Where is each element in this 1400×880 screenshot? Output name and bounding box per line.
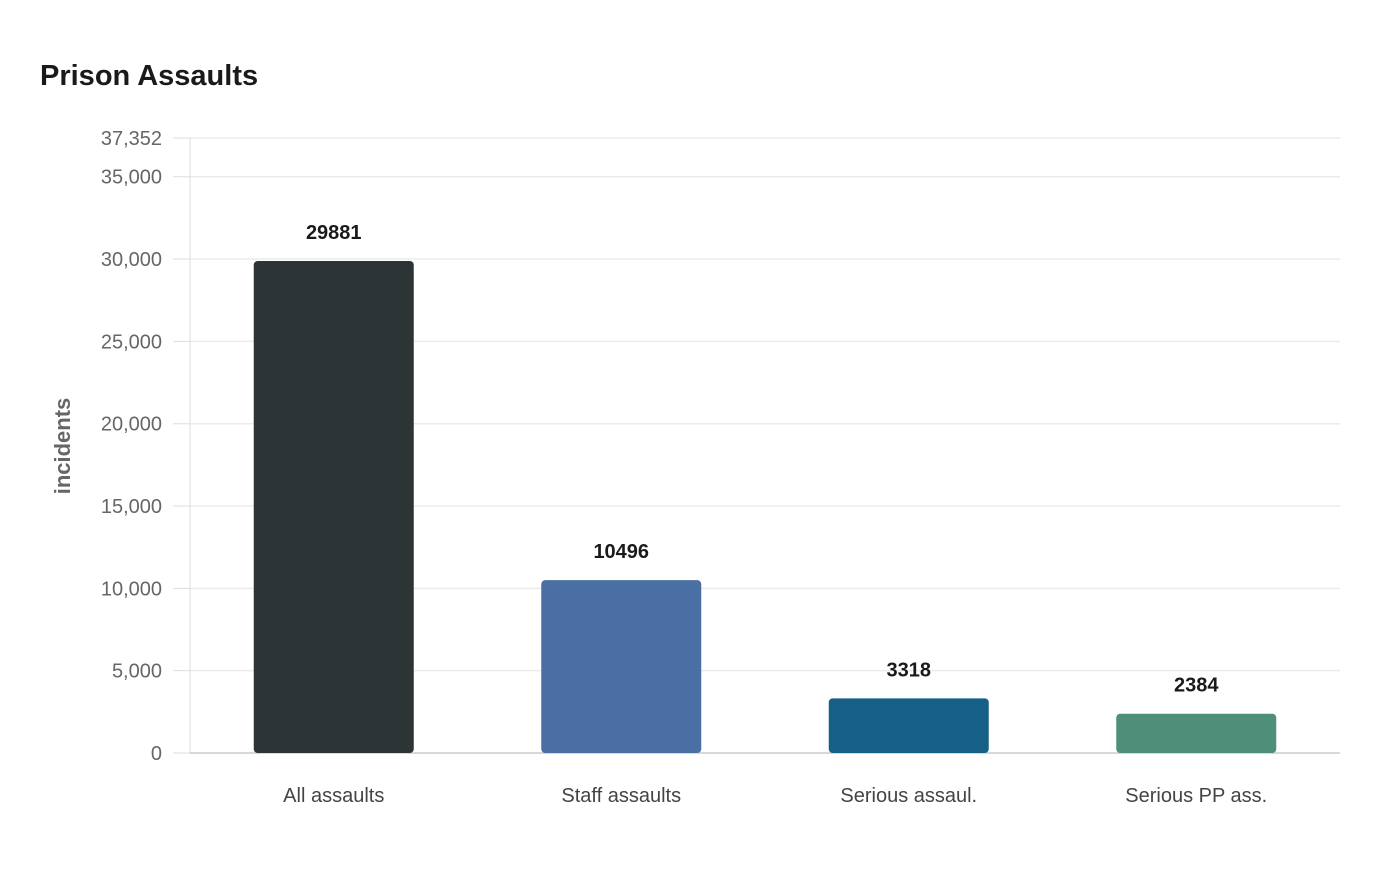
x-tick-label: All assaults — [283, 785, 384, 807]
data-label: 2384 — [1174, 675, 1219, 697]
y-tick-label: 30,000 — [101, 249, 162, 271]
y-tick-label: 5,000 — [112, 661, 162, 683]
x-tick-label: Serious PP ass. — [1125, 785, 1267, 807]
y-tick-label: 37,352 — [101, 128, 162, 150]
y-axis-label: incidents — [50, 398, 75, 495]
y-tick-label: 35,000 — [101, 167, 162, 189]
y-tick-label: 10,000 — [101, 578, 162, 600]
y-tick-label: 15,000 — [101, 496, 162, 518]
y-tick-label: 20,000 — [101, 414, 162, 436]
bar — [541, 580, 702, 753]
x-tick-label: Serious assaul. — [840, 785, 977, 807]
bar — [1116, 713, 1277, 753]
bar — [253, 261, 414, 753]
data-label: 29881 — [306, 222, 362, 244]
bar — [828, 698, 989, 753]
x-tick-label: Staff assaults — [561, 785, 681, 807]
y-tick-label: 0 — [151, 743, 162, 765]
y-tick-label: 25,000 — [101, 331, 162, 353]
data-label: 3318 — [887, 659, 932, 681]
data-label: 10496 — [593, 541, 649, 563]
chart-title: Prison Assaults — [40, 60, 259, 92]
